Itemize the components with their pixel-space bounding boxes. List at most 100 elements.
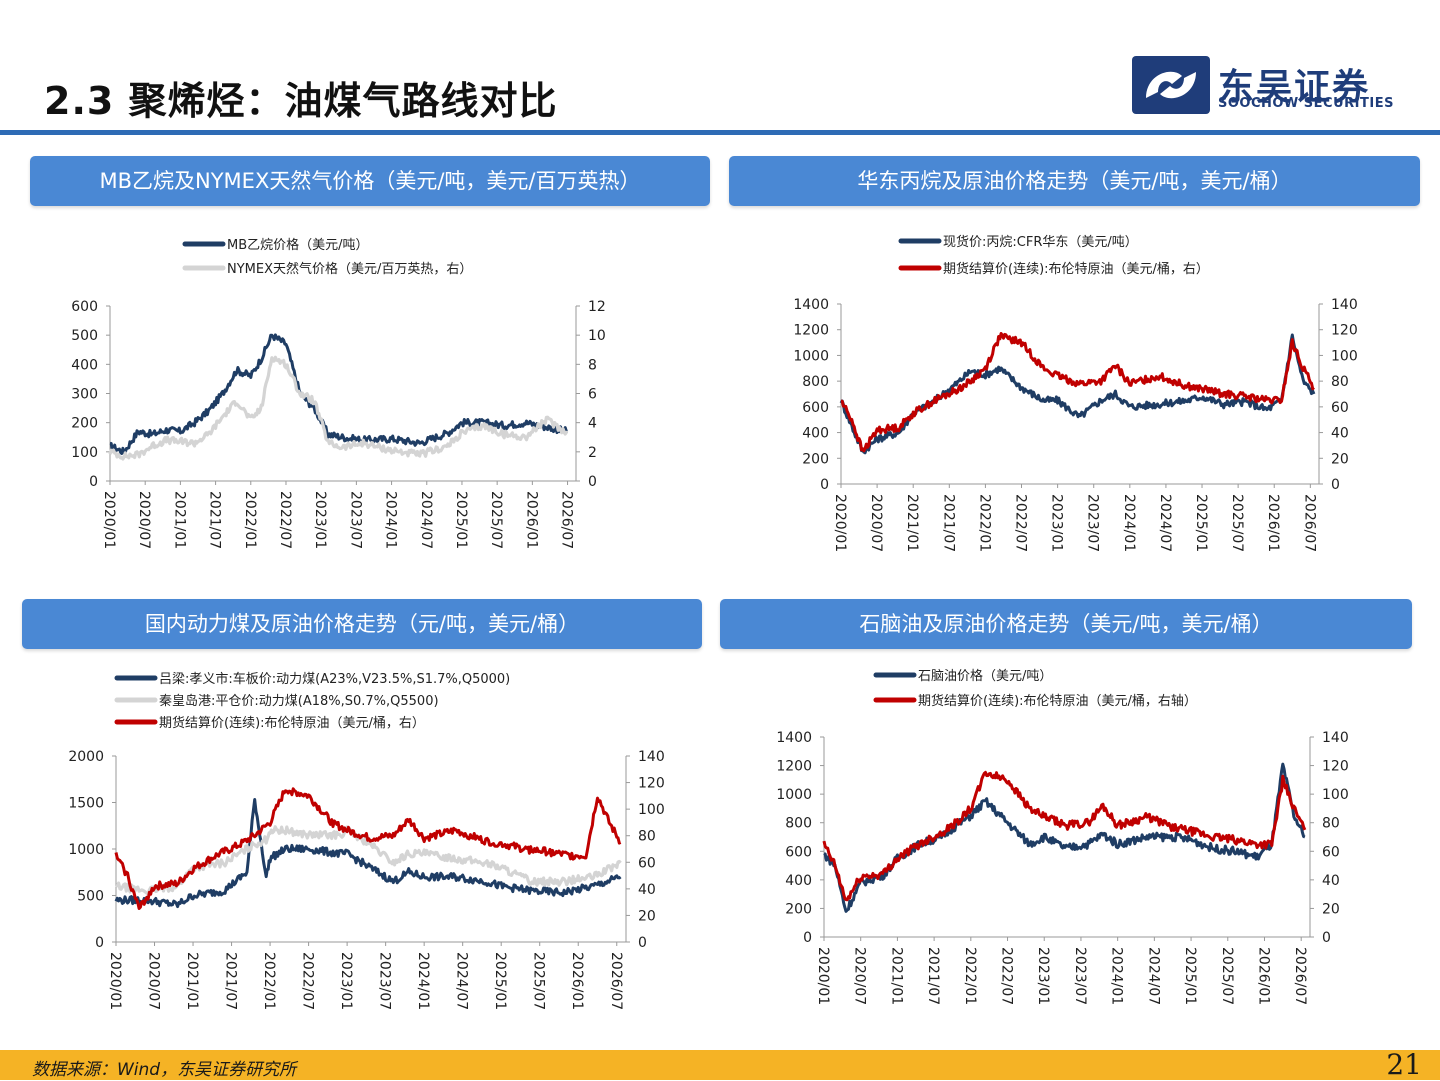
y-tick-label-left: 1500 [68,796,104,812]
y-tick-label-right: 0 [588,474,597,490]
x-tick-label: 2020/07 [146,952,162,1010]
y-tick-label-right: 140 [638,749,665,765]
logo-mark-icon [1132,56,1210,114]
x-tick-label: 2024/01 [1121,494,1137,552]
legend-label: 期货结算价(连续):布伦特原油（美元/桶，右） [943,261,1209,277]
x-tick-label: 2023/01 [1035,947,1051,1005]
y-tick-label-right: 0 [638,935,647,951]
x-tick-label: 2021/01 [184,952,200,1010]
y-tick-label-right: 100 [1322,787,1349,803]
y-tick-label-left: 500 [77,889,104,905]
y-tick-label-left: 600 [785,844,812,860]
y-tick-label-left: 1000 [793,348,829,364]
page-number: 21 [1386,1048,1422,1081]
x-tick-label: 2026/07 [559,491,575,549]
x-tick-label: 2020/07 [852,947,868,1005]
y-tick-label-left: 800 [785,816,812,832]
x-tick-label: 2023/01 [1049,494,1065,552]
series-line [822,770,1307,902]
y-tick-label-left: 1400 [793,297,829,313]
x-tick-label: 2025/01 [453,491,469,549]
ethane-gas-chart: MB乙烷价格（美元/吨）NYMEX天然气价格（美元/百万英热，右）0100200… [71,237,606,549]
x-tick-label: 2025/01 [1193,494,1209,552]
x-tick-label: 2021/07 [207,491,223,549]
y-tick-label-right: 20 [1322,901,1340,917]
legend-label: 期货结算价(连续):布伦特原油（美元/桶，右） [159,715,425,731]
x-tick-label: 2022/01 [962,947,978,1005]
y-tick-label-right: 40 [1331,426,1349,442]
y-tick-label-left: 1400 [776,730,812,746]
y-tick-label-right: 10 [588,328,606,344]
x-tick-label: 2025/07 [1229,494,1245,552]
x-tick-label: 2022/01 [242,491,258,549]
x-tick-label: 2024/01 [415,952,431,1010]
x-tick-label: 2026/07 [1301,494,1317,552]
y-tick-label-left: 1000 [68,842,104,858]
y-tick-label-left: 2000 [68,749,104,765]
y-tick-label-right: 140 [1322,730,1349,746]
y-tick-label-left: 0 [820,477,829,493]
page-title: 2.3 聚烯烃：油煤气路线对比 [44,79,558,123]
y-tick-label-right: 100 [638,802,665,818]
chart-panel-coal: 国内动力煤及原油价格走势（元/吨，美元/桶） 吕梁:孝义市:车板价:动力煤(A2… [22,599,702,1039]
y-tick-label-right: 80 [1322,816,1340,832]
y-tick-label-right: 120 [638,776,665,792]
x-tick-label: 2023/01 [312,491,328,549]
y-tick-label-left: 100 [71,445,98,461]
y-tick-label-right: 120 [1322,759,1349,775]
x-tick-label: 2022/07 [999,947,1015,1005]
brand-name-cn: 东吴证券 [1218,67,1371,108]
y-tick-label-right: 80 [638,829,656,845]
chart-panel-propane: 华东丙烷及原油价格走势（美元/吨，美元/桶） 现货价:丙烷:CFR华东（美元/吨… [729,156,1420,576]
data-source: 数据来源：Wind，东吴证券研究所 [32,1060,297,1080]
coal-crude-chart: 吕梁:孝义市:车板价:动力煤(A23%,V23.5%,S1.7%,Q5000) 秦… [68,671,665,1010]
x-tick-label: 2023/07 [347,491,363,549]
x-tick-label: 2026/07 [1292,947,1308,1005]
legend-label: NYMEX天然气价格（美元/百万英热，右） [227,261,472,277]
legend-label: 吕梁:孝义市:车板价:动力煤(A23%,V23.5%,S1.7%,Q5000) [159,671,510,687]
x-tick-label: 2023/07 [1085,494,1101,552]
y-tick-label-right: 20 [638,908,656,924]
legend-label: 石脑油价格（美元/吨） [918,668,1052,684]
y-tick-label-left: 500 [71,328,98,344]
brand-name-en: SOOCHOW SECURITIES [1218,96,1394,111]
x-tick-label: 2026/01 [1255,947,1271,1005]
y-tick-label-left: 0 [803,930,812,946]
x-tick-label: 2020/01 [107,952,123,1010]
y-tick-label-right: 6 [588,387,597,403]
y-tick-label-right: 8 [588,357,597,373]
y-tick-label-left: 1200 [793,323,829,339]
x-tick-label: 2024/07 [1157,494,1173,552]
series-line [108,355,569,461]
x-tick-label: 2025/07 [488,491,504,549]
y-tick-label-right: 100 [1331,348,1358,364]
x-tick-label: 2022/07 [300,952,316,1010]
x-tick-label: 2020/07 [136,491,152,549]
y-tick-label-left: 400 [71,357,98,373]
x-tick-label: 2022/01 [976,494,992,552]
y-tick-label-left: 200 [802,451,829,467]
x-tick-label: 2020/01 [101,491,117,549]
y-tick-label-right: 80 [1331,374,1349,390]
y-tick-label-right: 40 [638,882,656,898]
legend-label: 现货价:丙烷:CFR华东（美元/吨） [943,234,1138,250]
x-tick-label: 2024/07 [1145,947,1161,1005]
y-tick-label-right: 4 [588,416,597,432]
y-tick-label-right: 40 [1322,873,1340,889]
y-tick-label-right: 0 [1331,477,1340,493]
y-tick-label-left: 0 [89,474,98,490]
x-tick-label: 2022/07 [1013,494,1029,552]
x-tick-label: 2024/01 [383,491,399,549]
chart-panel-ethane: MB乙烷及NYMEX天然气价格（美元/吨，美元/百万英热） MB乙烷价格（美元/… [30,156,710,576]
y-tick-label-right: 140 [1331,297,1358,313]
y-tick-label-left: 200 [785,901,812,917]
x-tick-label: 2026/01 [1265,494,1281,552]
y-tick-label-left: 0 [95,935,104,951]
x-tick-label: 2021/01 [904,494,920,552]
panel-title: MB乙烷及NYMEX天然气价格（美元/吨，美元/百万英热） [30,156,710,206]
series-line [840,332,1315,453]
y-tick-label-right: 60 [1322,844,1340,860]
x-tick-label: 2021/07 [940,494,956,552]
x-tick-label: 2022/01 [261,952,277,1010]
footer-bar: 数据来源：Wind，东吴证券研究所 21 [0,1048,1440,1081]
